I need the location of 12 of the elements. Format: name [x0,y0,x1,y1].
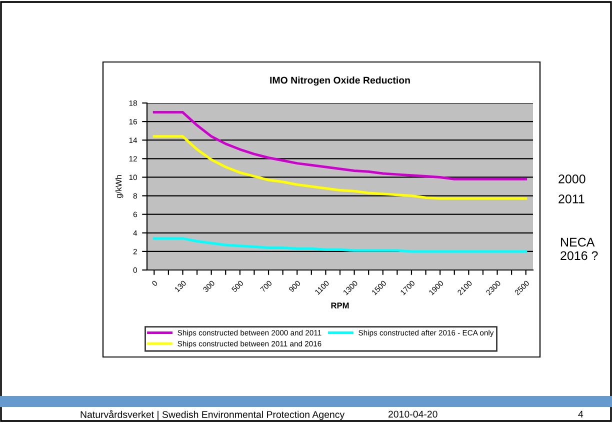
text: NECA 2016 ? [560,238,598,260]
text: 2011 [558,194,584,204]
text: Naturvårdsverket | Swedish Environmental Protection Agency [80,410,345,420]
text: 4 [578,410,584,418]
y-axis-title: g/kWh [115,175,124,198]
chart-title: IMO Nitrogen Oxide Reduction [270,76,410,86]
line-series [152,111,528,180]
text: 2010-04-20 [388,410,438,418]
line-series [152,237,528,253]
text: 2000 [558,174,586,184]
x-axis-title: RPM [331,302,349,308]
line-series [152,135,528,200]
